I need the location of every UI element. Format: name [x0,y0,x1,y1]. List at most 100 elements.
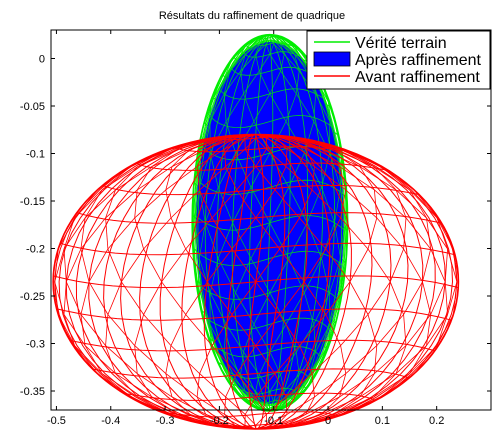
wire-edge [452,281,458,315]
wire-edge [206,248,233,283]
wire-edge [63,217,86,250]
wire-edge [54,281,59,315]
wire-edge [273,43,285,55]
wire-edge [340,148,375,167]
wire-edge [339,166,375,191]
wire-meridian [255,134,436,430]
wire-edge [269,292,287,325]
wire-edge [240,54,256,72]
wire-edge [240,374,246,392]
wire-edge [255,248,280,283]
wire-edge [447,281,458,315]
wire-edge [198,258,211,293]
wire-edge [225,373,238,398]
wire-edge [115,373,153,398]
wire-edge [243,70,260,94]
wire-edge [115,373,138,398]
wire-edge [311,166,315,190]
wire-edge [409,345,438,374]
wire-edge [224,414,246,426]
wire-edge [325,281,351,315]
wire-edge [134,189,167,219]
wire-edge [269,258,290,293]
wire-edge [349,281,369,315]
wire-edge [279,314,300,346]
wire-edge [199,189,213,219]
wire-edge [177,137,219,150]
wire-edge [340,217,369,250]
wire-edge [243,93,255,122]
wire-edge [339,373,347,398]
wire-edge [422,281,432,315]
wire-edge [292,414,322,426]
wire-edge [196,166,200,190]
wire-edge [105,345,116,374]
wire-edge [269,324,287,353]
wire-edge [422,248,432,282]
wire-edge [165,166,198,191]
series-avant-raffinement [52,133,460,430]
wire-edge [151,148,179,167]
x-tick-label: 0.2 [429,415,444,427]
wire-edge [280,374,285,392]
wire-edge [80,314,106,346]
y-tick-label: -0.2 [26,244,45,256]
wire-edge [80,248,90,282]
wire-edge [299,314,327,346]
wire-edge [205,137,235,150]
x-axis: -0.5 -0.4 -0.3 -0.2 -0.1 0 0.1 0.2 [47,30,444,427]
wire-edge [224,137,246,150]
wire-edge [403,281,423,315]
wire-edge [235,152,252,188]
x-tick-label: -0.5 [47,415,66,427]
wire-edge [311,345,341,374]
wire-edge [349,248,369,282]
legend-label: Avant raffinement [355,69,480,86]
wire-edge [229,54,246,72]
wire-edge [280,54,285,72]
wire-edge [223,324,227,352]
wire-edge [255,373,276,398]
wire-edge [243,324,255,353]
wire-edge [107,314,136,346]
wire-edge [223,70,241,94]
wire-edge [196,148,225,167]
wire-edge [185,217,213,250]
wire-edge [288,187,308,223]
wire-edge [255,43,267,55]
wire-edge [253,93,271,122]
wire-edge [376,217,404,250]
wire-edge [232,187,252,223]
wire-ring [230,66,315,76]
wire-edge [305,148,315,167]
wire-edge [380,373,410,398]
wire-edge [303,248,327,283]
wire-edge [205,137,227,150]
wire-edge [436,314,454,346]
wire-edge [258,351,271,375]
wire-edge [285,137,322,150]
wire-edge [196,373,200,397]
wire-edge [321,148,340,167]
wire-edge [63,281,67,315]
wire-edge [143,314,172,346]
wire-edge [232,222,252,259]
wire-edge [224,396,226,415]
wire-edge [266,148,287,167]
wire-edge [231,45,246,61]
wire-edge [105,314,109,346]
wire-edge [105,217,109,250]
wire-edge [299,345,313,374]
wire-ring [60,242,456,256]
wire-edge [206,281,233,315]
wire-edge [306,187,322,223]
wire-edge [274,345,300,374]
wire-edge [74,189,103,219]
y-tick-label: -0.25 [20,291,45,303]
wire-edge [285,137,306,150]
wire-edge [54,248,59,282]
wire-edge [269,43,275,55]
wire-edge [280,70,297,94]
wire-edge [255,414,267,426]
